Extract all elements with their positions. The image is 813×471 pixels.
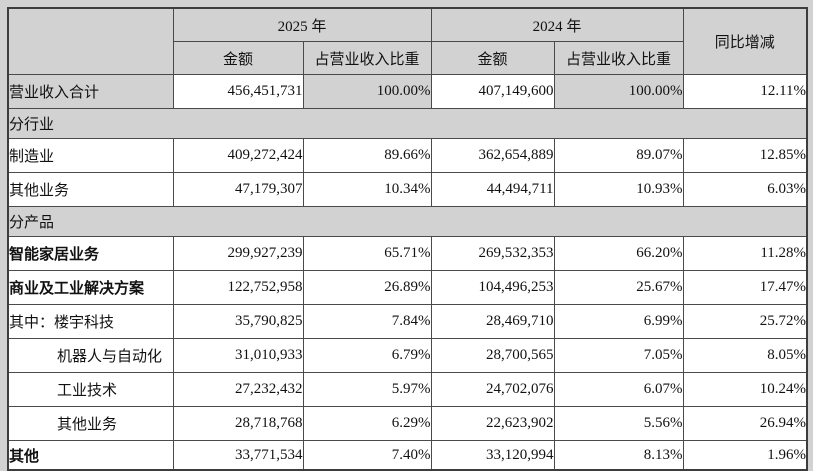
table-continuation-border [7, 457, 9, 466]
ratio-2024-cell: 89.07% [553, 138, 684, 173]
amount-2025-cell: 27,232,432 [172, 372, 304, 407]
table-row: 其他 33,771,534 7.40% 33,120,994 8.13% 1.96% [7, 440, 808, 471]
amount-2024-cell: 104,496,253 [430, 270, 555, 305]
header-row-measures: 金额 占营业收入比重 金额 占营业收入比重 [8, 41, 807, 75]
row-label: 智能家居业务 [7, 236, 174, 271]
row-label: 营业收入合计 [7, 74, 174, 109]
table-row: 商业及工业解决方案 122,752,958 26.89% 104,496,253 25.… [7, 270, 808, 305]
yoy-cell: 25.72% [682, 304, 808, 339]
amount-2025-cell: 35,790,825 [172, 304, 304, 339]
amount-2024-cell: 44,494,711 [430, 172, 555, 207]
yoy-cell: 8.05% [682, 338, 808, 373]
yoy-cell: 6.03% [682, 172, 808, 207]
row-label: 商业及工业解决方案 [7, 270, 174, 305]
ratio-2025-cell: 5.97% [302, 372, 432, 407]
section-label: 分行业 [7, 108, 808, 139]
row-label: 工业技术 [7, 372, 174, 407]
table-row: 工业技术 27,232,432 5.97% 24,702,076 6.07% 10.24% [7, 372, 808, 407]
amount-2025-cell: 456,451,731 [172, 74, 304, 109]
row-label: 机器人与自动化 [7, 338, 174, 373]
header-empty-corner [7, 7, 174, 75]
ratio-2025-cell: 26.89% [302, 270, 432, 305]
amount-2025-cell: 47,179,307 [172, 172, 304, 207]
ratio-2025-cell: 6.79% [302, 338, 432, 373]
amount-2024-cell: 362,654,889 [430, 138, 555, 173]
ratio-2025-cell: 10.34% [302, 172, 432, 207]
table-row: 智能家居业务 299,927,239 65.71% 269,532,353 66.20%… [7, 236, 808, 271]
row-label: 其他业务 [7, 172, 174, 207]
ratio-2025-cell: 6.29% [302, 406, 432, 441]
header-yoy-change: 同比增减 [682, 7, 808, 75]
table-row: 其他业务 28,718,768 6.29% 22,623,902 5.56% 26.94% [7, 406, 808, 441]
ratio-2024-cell: 100.00% [553, 74, 684, 109]
yoy-cell: 12.11% [682, 74, 808, 109]
header-ratio-2024: 占营业收入比重 [553, 41, 684, 75]
amount-2025-cell: 28,718,768 [172, 406, 304, 441]
amount-2024-cell: 28,469,710 [430, 304, 555, 339]
yoy-cell: 12.85% [682, 138, 808, 173]
amount-2025-cell: 31,010,933 [172, 338, 304, 373]
amount-2025-cell: 33,771,534 [172, 440, 304, 471]
ratio-2025-cell: 89.66% [302, 138, 432, 173]
ratio-2024-cell: 6.99% [553, 304, 684, 339]
section-row: 分产品 [7, 206, 808, 237]
ratio-2024-cell: 25.67% [553, 270, 684, 305]
header-amount-2024: 金额 [430, 41, 555, 75]
header-year-2024: 2024 年 [430, 7, 684, 42]
ratio-2025-cell: 7.84% [302, 304, 432, 339]
table-row: 制造业 409,272,424 89.66% 362,654,889 89.07% 12.… [7, 138, 808, 173]
yoy-cell: 17.47% [682, 270, 808, 305]
header-row-years: 2025 年 2024 年 同比增减 [7, 7, 808, 75]
section-row: 分行业 [7, 108, 808, 139]
header-ratio-2025: 占营业收入比重 [302, 41, 432, 75]
row-label: 其他 [7, 440, 174, 471]
row-label: 其中：楼宇科技 [7, 304, 174, 339]
ratio-2025-cell: 7.40% [302, 440, 432, 471]
amount-2025-cell: 122,752,958 [172, 270, 304, 305]
row-label: 其他业务 [7, 406, 174, 441]
header-year-2025: 2025 年 [172, 7, 432, 42]
amount-2024-cell: 269,532,353 [430, 236, 555, 271]
ratio-2024-cell: 7.05% [553, 338, 684, 373]
ratio-2024-cell: 8.13% [553, 440, 684, 471]
amount-2024-cell: 24,702,076 [430, 372, 555, 407]
table-row: 机器人与自动化 31,010,933 6.79% 28,700,565 7.05% 8.0… [7, 338, 808, 373]
ratio-2024-cell: 6.07% [553, 372, 684, 407]
amount-2024-cell: 33,120,994 [430, 440, 555, 471]
ratio-2024-cell: 10.93% [553, 172, 684, 207]
amount-2024-cell: 22,623,902 [430, 406, 555, 441]
table-row: 其他业务 47,179,307 10.34% 44,494,711 10.93% 6.03… [7, 172, 808, 207]
ratio-2024-cell: 66.20% [553, 236, 684, 271]
amount-2024-cell: 407,149,600 [430, 74, 555, 109]
yoy-cell: 1.96% [682, 440, 808, 471]
table-row: 营业收入合计 456,451,731 100.00% 407,149,600 100.0… [7, 74, 808, 109]
row-label: 制造业 [7, 138, 174, 173]
amount-2025-cell: 409,272,424 [172, 138, 304, 173]
revenue-breakdown-table: 2025 年 2024 年 同比增减 金额 占营业收入比重 金额 占营业收入比重… [7, 7, 809, 471]
table-row: 其中：楼宇科技 35,790,825 7.84% 28,469,710 6.99% 25.… [7, 304, 808, 339]
amount-2025-cell: 299,927,239 [172, 236, 304, 271]
amount-2024-cell: 28,700,565 [430, 338, 555, 373]
yoy-cell: 26.94% [682, 406, 808, 441]
yoy-cell: 11.28% [682, 236, 808, 271]
ratio-2024-cell: 5.56% [553, 406, 684, 441]
ratio-2025-cell: 100.00% [302, 74, 432, 109]
header-amount-2025: 金额 [172, 41, 304, 75]
yoy-cell: 10.24% [682, 372, 808, 407]
table-body: 营业收入合计 456,451,731 100.00% 407,149,600 100.0… [7, 74, 808, 471]
ratio-2025-cell: 65.71% [302, 236, 432, 271]
section-label: 分产品 [7, 206, 808, 237]
